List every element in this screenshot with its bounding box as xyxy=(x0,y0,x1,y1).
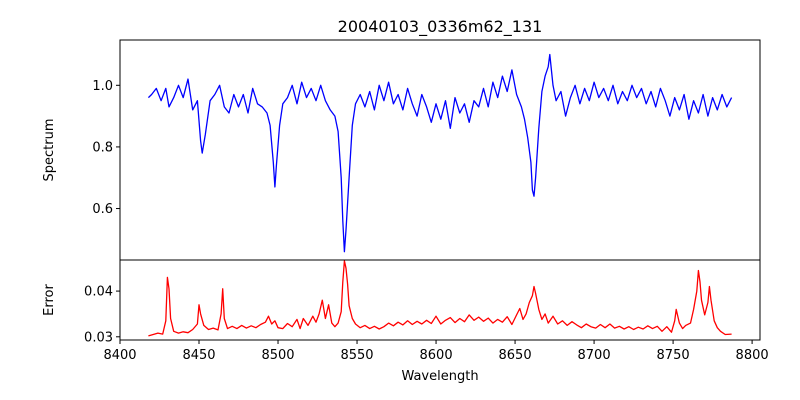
x-axis-ticks: 8400 8450 8500 8550 8600 8650 8700 8750 8800 xyxy=(103,340,769,363)
spectrum-y-tick-label: 0.6 xyxy=(92,202,113,217)
chart-title: 20040103_0336m62_131 xyxy=(338,17,543,37)
x-tick-label: 8700 xyxy=(578,348,611,363)
error-y-tick-label: 0.03 xyxy=(84,330,113,345)
x-tick-label: 8600 xyxy=(420,348,453,363)
error-line xyxy=(148,260,732,337)
x-axis-label: Wavelength xyxy=(401,369,478,384)
error-y-tick-label: 0.04 xyxy=(84,285,113,300)
error-axes-frame xyxy=(119,259,761,341)
spectrum-axes-frame xyxy=(119,39,761,261)
spectrum-panel: 0.6 0.8 1.0 Spectrum xyxy=(42,39,761,261)
x-tick-label: 8550 xyxy=(340,348,373,363)
x-tick-label: 8400 xyxy=(103,348,136,363)
spectrum-line xyxy=(147,53,733,253)
x-tick-label: 8800 xyxy=(736,348,769,363)
x-tick-label: 8750 xyxy=(657,348,690,363)
error-y-axis-label: Error xyxy=(42,284,57,316)
spectrum-y-tick-label: 1.0 xyxy=(92,79,113,94)
x-tick-label: 8450 xyxy=(182,348,215,363)
error-panel: 0.03 0.04 Error xyxy=(42,259,761,345)
error-y-ticks: 0.03 0.04 xyxy=(84,285,120,345)
x-tick-label: 8500 xyxy=(261,348,294,363)
x-tick-label: 8650 xyxy=(499,348,532,363)
spectrum-y-axis-label: Spectrum xyxy=(42,119,57,182)
spectrum-y-ticks: 0.6 0.8 1.0 xyxy=(92,79,120,217)
spectrum-y-tick-label: 0.8 xyxy=(92,140,113,155)
